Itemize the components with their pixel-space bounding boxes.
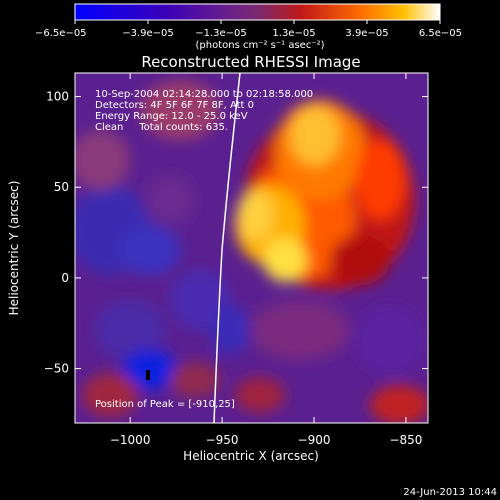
x-axis-label: Heliocentric X (arcsec) — [183, 449, 319, 463]
x-tick-label: −900 — [298, 433, 331, 447]
annotation-detectors: Detectors: 4F 5F 6F 7F 8F, Att 0 — [95, 100, 254, 111]
colorbar-tick-label: −6.5e−05 — [35, 28, 87, 39]
annotation-total-counts: Clean Total counts: 635. — [95, 122, 228, 133]
x-tick-label: −850 — [389, 433, 422, 447]
x-tick-label: −1000 — [110, 433, 151, 447]
colorbar-tick-label: −1.3e−05 — [195, 28, 247, 39]
annotation-energy-range: Energy Range: 12.0 - 25.0 keV — [95, 111, 248, 122]
y-axis-tick-labels: 100 50 0 −50 — [44, 90, 69, 376]
colorbar-tick-label: 3.9e−05 — [345, 28, 388, 39]
chart-title: Reconstructed RHESSI Image — [141, 53, 360, 71]
x-axis-ticks — [129, 73, 407, 423]
y-axis-ticks — [75, 96, 428, 370]
colorbar — [74, 3, 441, 21]
x-axis-tick-labels: −1000 −950 −900 −850 — [110, 433, 423, 447]
annotation-block: 10-Sep-2004 02:14:28.000 to 02:18:58.000… — [95, 89, 313, 133]
plot-frame — [74, 72, 429, 424]
heatmap-image — [75, 73, 428, 423]
colorbar-tick-label: 1.3e−05 — [272, 28, 315, 39]
colorbar-tick-label: −3.9e−05 — [122, 28, 174, 39]
colorbar-ticks — [74, 20, 441, 24]
x-tick-label: −950 — [206, 433, 239, 447]
y-tick-label: 50 — [54, 180, 69, 194]
peak-position-label: Position of Peak = [-910,25] — [95, 399, 235, 410]
y-tick-label: −50 — [44, 362, 69, 376]
colorbar-tick-labels: −6.5e−05 −3.9e−05 −1.3e−05 1.3e−05 3.9e−05 6.… — [35, 28, 462, 39]
annotation-time-range: 10-Sep-2004 02:14:28.000 to 02:18:58.000 — [95, 89, 313, 100]
colorbar-units-label: (photons cm⁻² s⁻¹ asec⁻²) — [195, 40, 324, 51]
y-tick-label: 0 — [61, 271, 69, 285]
minimum-marker — [146, 370, 150, 380]
y-tick-label: 100 — [46, 90, 69, 104]
colorbar-tick-label: 6.5e−05 — [419, 28, 462, 39]
footer-timestamp: 24-Jun-2013 10:44 — [403, 487, 497, 498]
y-axis-label: Heliocentric Y (arcsec) — [7, 181, 21, 316]
solar-limb-line — [213, 73, 241, 423]
